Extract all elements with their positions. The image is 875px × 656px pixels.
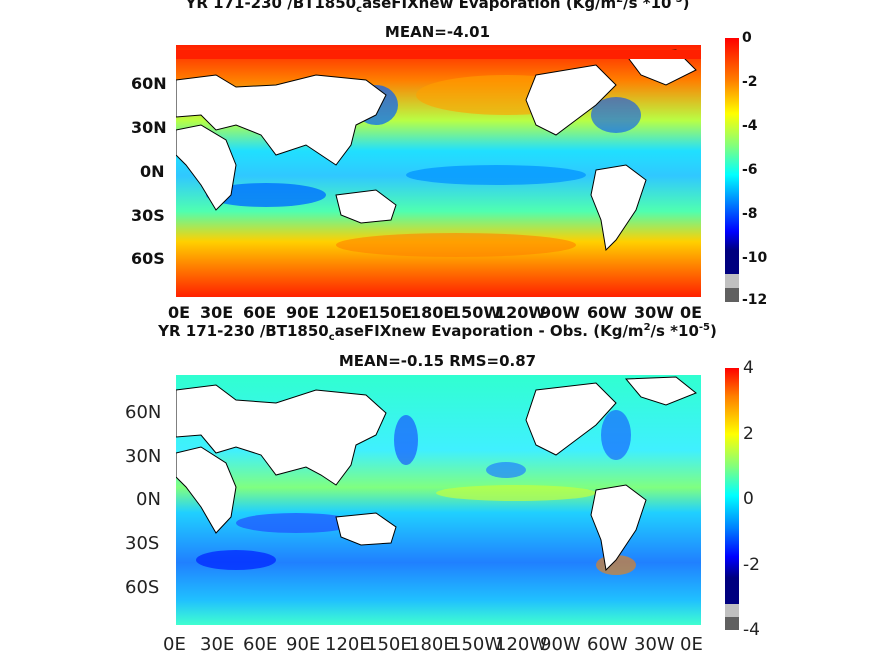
- panel1-lon-label: 60E: [243, 303, 277, 322]
- panel2-cbar-tick: 2: [743, 424, 754, 444]
- panel2-lon-label: 90W: [540, 634, 581, 655]
- panel1-lon-label: 0E: [680, 303, 703, 322]
- panel1-title: YR 171-230 /BT1850caseFIXnew Evaporation…: [185, 0, 690, 15]
- panel1-cbar-tick: -10: [742, 250, 768, 266]
- panel1-cbar-tick: -2: [742, 74, 758, 90]
- panel1-cbar-tick: -8: [742, 206, 758, 222]
- panel2-cbar-tick: 0: [743, 489, 754, 509]
- panel2-lon-label: 30W: [634, 634, 675, 655]
- panel1-colorbar: [725, 38, 739, 302]
- panel2-lon-label: 150W: [450, 634, 503, 655]
- panel1-lat-60s: 60S: [131, 249, 165, 268]
- panel2-lon-label: 180E: [409, 634, 455, 655]
- panel2-cbar-tick: -2: [743, 555, 760, 575]
- panel2-lat-60n: 60N: [125, 402, 162, 423]
- panel1-lat-60n: 60N: [131, 74, 167, 93]
- panel1-lat-30n: 30N: [131, 118, 167, 137]
- panel2-lon-label: 30E: [200, 634, 235, 655]
- panel1-cbar-tick: -12: [742, 292, 768, 308]
- panel2-lon-label: 0E: [163, 634, 186, 655]
- panel1-lon-label: 90W: [540, 303, 580, 322]
- panel2-cbar-tick: -4: [743, 620, 760, 640]
- panel2-evaporation-bias-map: [176, 375, 701, 625]
- panel1-lon-label: 150E: [368, 303, 413, 322]
- panel2-lon-label: 0E: [680, 634, 703, 655]
- panel1-lon-label: 30W: [634, 303, 674, 322]
- panel1-lon-label: 180E: [410, 303, 455, 322]
- panel1-lon-label: 120E: [325, 303, 370, 322]
- panel2-title: YR 171-230 /BT1850caseFIXnew Evaporation…: [158, 322, 717, 343]
- panel2-cbar-tick: 4: [743, 358, 754, 378]
- panel1-evaporation-map: [176, 45, 701, 297]
- panel1-lon-label: 90E: [286, 303, 320, 322]
- panel2-lon-label: 120E: [325, 634, 371, 655]
- panel2-lon-label: 90E: [286, 634, 321, 655]
- panel1-mean: MEAN=-4.01: [384, 23, 491, 41]
- panel2-lon-label: 60E: [243, 634, 278, 655]
- panel1-lon-label: 150W: [450, 303, 502, 322]
- panel2-lat-30n: 30N: [125, 446, 162, 467]
- panel2-lon-label: 120W: [495, 634, 548, 655]
- panel1-lon-label: 30E: [200, 303, 234, 322]
- panel1-cbar-tick: 0: [742, 30, 752, 46]
- panel1-lon-label: 0E: [168, 303, 191, 322]
- panel2-lon-label: 150E: [366, 634, 412, 655]
- panel1-lat-0n: 0N: [140, 162, 165, 181]
- panel2-mean-rms: MEAN=-0.15 RMS=0.87: [338, 352, 537, 370]
- panel1-lon-label: 120W: [495, 303, 547, 322]
- panel2-lat-60s: 60S: [125, 577, 160, 598]
- panel2-lat-0n: 0N: [136, 489, 161, 510]
- panel1-cbar-tick: -6: [742, 162, 758, 178]
- panel2-lat-30s: 30S: [125, 533, 160, 554]
- panel1-lon-label: 60W: [587, 303, 627, 322]
- panel2-colorbar: [725, 368, 739, 630]
- panel2-lon-label: 60W: [587, 634, 628, 655]
- panel1-lat-30s: 30S: [131, 206, 165, 225]
- panel1-cbar-tick: -4: [742, 118, 758, 134]
